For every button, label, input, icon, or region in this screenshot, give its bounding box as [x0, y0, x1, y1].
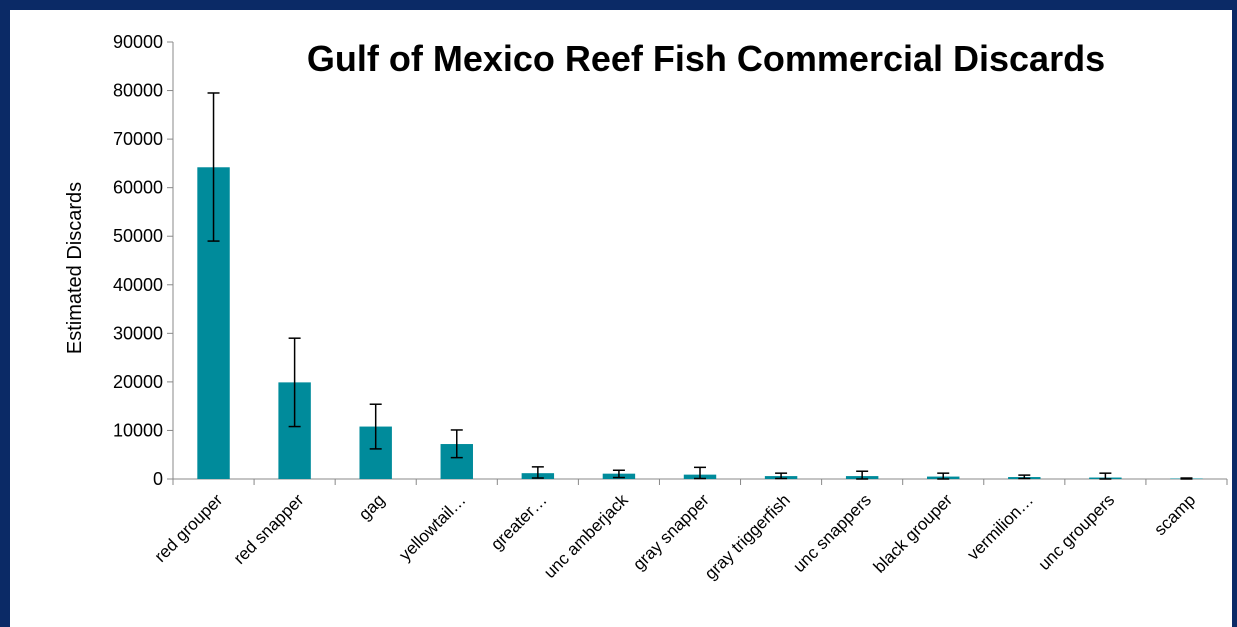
y-tick-labels: 0 10000 20000 30000 40000 50000 60000 70000 8000…: [113, 32, 163, 489]
axes: [167, 41, 1228, 485]
bars-group: [197, 167, 1203, 480]
error-bar: [775, 472, 788, 480]
x-tick-label: black grouper: [870, 490, 957, 577]
x-tick-label: gray triggerfish: [701, 490, 794, 583]
error-bar: [288, 337, 301, 428]
y-tick-label: 90000: [113, 32, 163, 52]
chart-frame: Gulf of Mexico Reef Fish Commercial Disc…: [10, 10, 1232, 627]
x-tick-label: unc amberjack: [540, 490, 632, 582]
y-tick-label: 20000: [113, 372, 163, 392]
error-bar: [694, 466, 706, 480]
y-tick-label: 0: [153, 469, 163, 489]
x-tick-label: red grouper: [151, 490, 227, 566]
y-tick-label: 10000: [113, 420, 163, 440]
error-bars-group: [207, 92, 1193, 480]
x-tick-label: unc groupers: [1035, 490, 1119, 574]
x-tick-label: yellowtail…: [395, 490, 469, 564]
error-bar: [531, 466, 544, 479]
y-tick-label: 80000: [113, 81, 163, 101]
error-bar: [612, 469, 625, 479]
x-tick-label: unc snappers: [789, 490, 875, 576]
error-bar: [369, 403, 382, 450]
x-tick-label: gray snapper: [629, 490, 713, 574]
error-bar: [937, 472, 950, 480]
y-axis-label: Estimated Discards: [64, 182, 86, 354]
y-tick-label: 70000: [113, 129, 163, 149]
x-tick-label: vermilion…: [964, 490, 1038, 564]
error-bar: [1180, 477, 1193, 480]
error-bar: [1018, 474, 1031, 480]
error-bar: [450, 429, 463, 459]
y-tick-label: 30000: [113, 323, 163, 343]
x-tick-labels: red grouper red snapper gag yellowtail… grea…: [151, 490, 1200, 583]
x-tick-label: scamp: [1150, 490, 1199, 539]
chart-title: Gulf of Mexico Reef Fish Commercial Disc…: [307, 38, 1105, 79]
y-tick-label: 50000: [113, 226, 163, 246]
bar-chart: Gulf of Mexico Reef Fish Commercial Disc…: [64, 32, 1228, 583]
x-tick-label: gag: [355, 490, 388, 523]
error-bar: [207, 92, 220, 242]
y-tick-label: 60000: [113, 178, 163, 198]
error-bar: [856, 470, 869, 480]
y-tick-label: 40000: [113, 275, 163, 295]
error-bar: [1099, 472, 1112, 480]
x-tick-label: red snapper: [230, 490, 308, 568]
x-tick-label: greater…: [487, 490, 551, 554]
